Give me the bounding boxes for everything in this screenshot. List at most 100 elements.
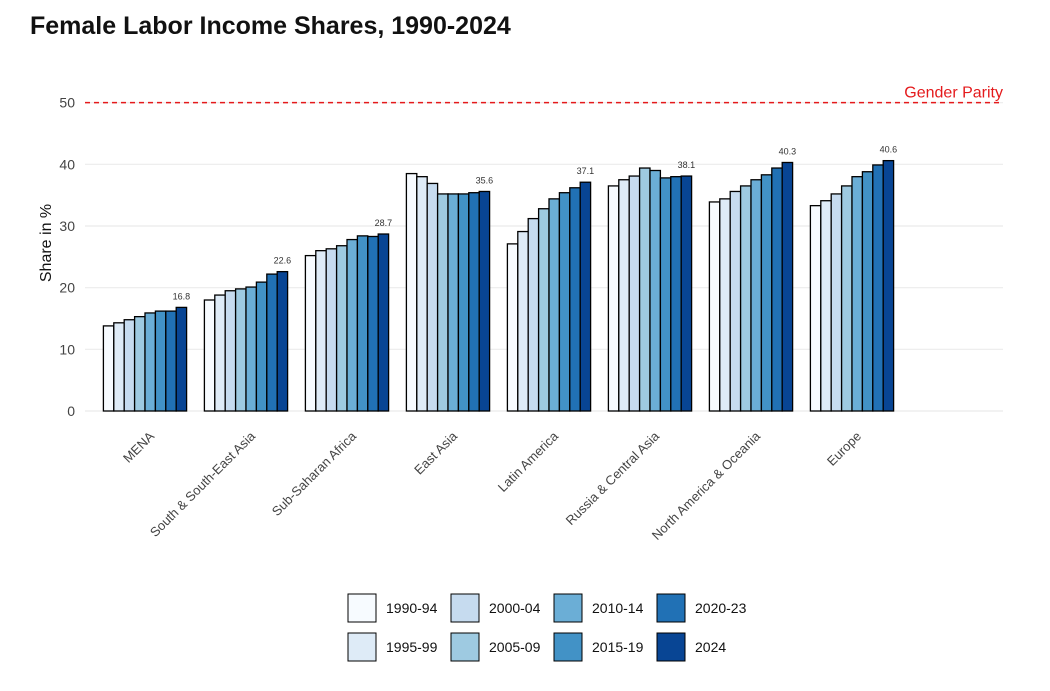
bar bbox=[649, 169, 662, 412]
legend-label: 2020-23 bbox=[695, 600, 747, 616]
bar bbox=[144, 312, 157, 412]
bar bbox=[517, 230, 529, 412]
legend-label: 2024 bbox=[695, 639, 726, 655]
bar bbox=[527, 217, 540, 412]
y-axis-label: Share in % bbox=[38, 204, 55, 282]
bar bbox=[447, 193, 460, 412]
bar bbox=[214, 294, 226, 412]
x-tick-label: MENA bbox=[120, 428, 157, 465]
x-tick-label: Russia & Central Asia bbox=[563, 428, 663, 528]
bar bbox=[315, 250, 327, 412]
chart-title: Female Labor Income Shares, 1990-2024 bbox=[30, 12, 511, 40]
legend-label: 2000-04 bbox=[489, 600, 541, 616]
legend-swatch bbox=[656, 632, 686, 662]
bar bbox=[266, 273, 278, 412]
bar bbox=[537, 208, 550, 412]
x-tick-label: North America & Oceania bbox=[649, 428, 764, 543]
value-label: 28.7 bbox=[375, 218, 393, 228]
legend-swatch bbox=[347, 593, 377, 623]
reference-label: Gender Parity bbox=[904, 85, 1003, 102]
x-tick-label: East Asia bbox=[411, 428, 460, 477]
bar bbox=[346, 238, 359, 412]
bar bbox=[276, 270, 289, 412]
bar bbox=[872, 164, 884, 412]
bar bbox=[426, 182, 439, 412]
bar bbox=[882, 159, 895, 412]
bar bbox=[175, 306, 188, 412]
bar bbox=[840, 185, 853, 412]
bar bbox=[628, 175, 641, 412]
bar bbox=[356, 235, 369, 412]
bar bbox=[719, 198, 731, 412]
value-label: 38.1 bbox=[678, 160, 696, 170]
x-tick-label: Europe bbox=[824, 429, 864, 469]
bar bbox=[304, 254, 317, 412]
value-label: 37.1 bbox=[577, 166, 595, 176]
y-tick-label: 30 bbox=[59, 218, 75, 234]
legend-swatch bbox=[553, 632, 583, 662]
bar bbox=[478, 190, 491, 412]
bar bbox=[506, 243, 519, 412]
legend-swatch bbox=[450, 593, 480, 623]
bar bbox=[234, 288, 247, 412]
bar bbox=[102, 325, 115, 412]
x-tick-label: Sub-Saharan Africa bbox=[269, 428, 360, 519]
bar bbox=[377, 233, 390, 412]
y-tick-label: 40 bbox=[59, 156, 75, 172]
bar bbox=[113, 322, 125, 412]
bar bbox=[548, 198, 561, 412]
bar bbox=[335, 245, 348, 412]
x-tick-label: Latin America bbox=[495, 428, 562, 495]
y-tick-label: 20 bbox=[59, 280, 75, 296]
bar bbox=[367, 235, 379, 412]
legend-swatch bbox=[656, 593, 686, 623]
bar bbox=[618, 179, 630, 412]
bar bbox=[670, 176, 682, 412]
bar bbox=[569, 187, 581, 412]
bar bbox=[405, 172, 418, 412]
legend-label: 2005-09 bbox=[489, 639, 541, 655]
bar bbox=[123, 319, 136, 412]
x-tick-label: South & South-East Asia bbox=[147, 428, 259, 540]
bar bbox=[638, 167, 651, 412]
bar bbox=[436, 193, 449, 412]
value-label: 40.3 bbox=[779, 146, 797, 156]
bar bbox=[468, 192, 480, 412]
bar bbox=[680, 175, 693, 412]
bar bbox=[224, 290, 237, 412]
legend-label: 2010-14 bbox=[592, 600, 644, 616]
bar bbox=[245, 286, 258, 412]
legend-label: 1990-94 bbox=[386, 600, 438, 616]
bar bbox=[760, 174, 773, 412]
legend-label: 2015-19 bbox=[592, 639, 644, 655]
value-label: 16.8 bbox=[173, 291, 191, 301]
y-tick-label: 0 bbox=[67, 403, 75, 419]
legend-swatch bbox=[347, 632, 377, 662]
bar bbox=[771, 167, 783, 412]
bar bbox=[729, 190, 742, 412]
bar bbox=[851, 176, 864, 412]
bar bbox=[659, 177, 672, 412]
bar bbox=[154, 310, 167, 412]
bar bbox=[579, 181, 592, 412]
legend-swatch bbox=[450, 632, 480, 662]
bar bbox=[416, 176, 428, 412]
legend-swatch bbox=[553, 593, 583, 623]
y-tick-label: 10 bbox=[59, 341, 75, 357]
bar bbox=[739, 185, 752, 412]
y-tick-label: 50 bbox=[59, 95, 75, 111]
bar bbox=[607, 185, 620, 412]
value-label: 40.6 bbox=[880, 145, 898, 155]
bar bbox=[133, 315, 146, 412]
bar bbox=[830, 193, 843, 412]
bar bbox=[457, 193, 470, 412]
bar bbox=[203, 299, 216, 412]
bar bbox=[750, 179, 763, 412]
legend-label: 1995-99 bbox=[386, 639, 438, 655]
bar bbox=[708, 201, 721, 412]
bar bbox=[165, 310, 177, 412]
value-label: 35.6 bbox=[476, 175, 494, 185]
bar bbox=[820, 200, 832, 412]
bar bbox=[255, 281, 268, 412]
